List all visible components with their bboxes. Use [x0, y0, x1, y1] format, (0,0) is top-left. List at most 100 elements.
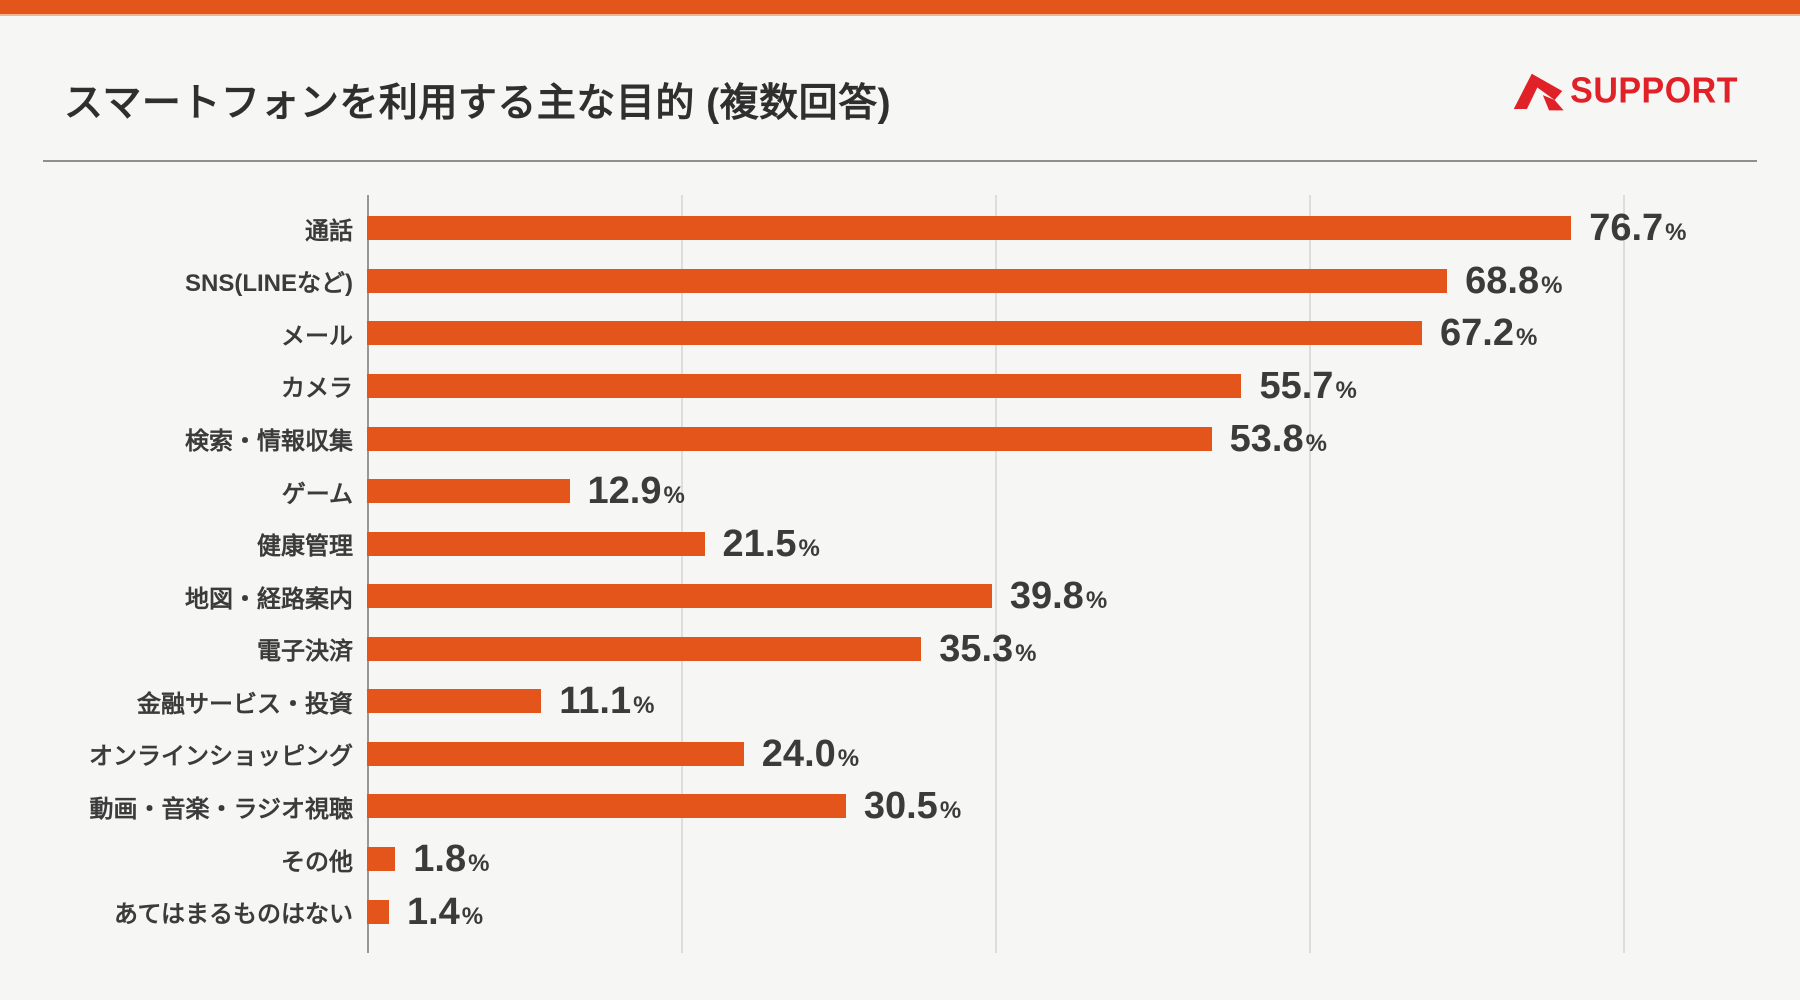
bar: [367, 426, 1212, 451]
percent-sign: %: [798, 534, 820, 562]
percent-sign: %: [633, 692, 655, 720]
category-label: あてはまるものはない: [113, 901, 353, 929]
percent-sign: %: [1305, 429, 1327, 457]
percent-sign: %: [461, 902, 484, 930]
gridline-60: [1309, 195, 1311, 953]
value-label: 11.1 %: [559, 682, 654, 720]
value-number: 24.0: [761, 732, 836, 775]
gridline-40: [995, 195, 997, 953]
percent-sign: %: [837, 744, 860, 772]
category-label: 地図・経路案内: [185, 585, 353, 613]
bar: [367, 373, 1242, 398]
category-label: 健康管理: [257, 533, 353, 561]
percent-sign: %: [1335, 376, 1357, 404]
bar: [367, 584, 992, 609]
value-label: 21.5 %: [723, 525, 820, 563]
category-label: 金融サービス・投資: [137, 690, 353, 718]
percent-sign: %: [1015, 639, 1037, 667]
percent-sign: %: [1516, 324, 1538, 352]
bar: [367, 321, 1423, 346]
rsupport-r-mark-icon: [1511, 69, 1565, 113]
value-label: 24.0 %: [762, 735, 859, 773]
value-label: 68.8 %: [1465, 262, 1562, 300]
bar-chart: 通話 76.7 % SNS(LINEなど) 68.8 % メール 67.2 %: [0, 202, 1800, 938]
bar-area: 24.0 %: [367, 728, 859, 781]
value-label: 1.4 %: [407, 893, 483, 931]
chart-row: 電子決済 35.3 %: [0, 623, 1800, 676]
chart-row: オンラインショッピング 24.0 %: [0, 728, 1800, 781]
page-title: スマートフォンを利用する主な目的 (複数回答): [64, 82, 892, 125]
bar-area: 67.2 %: [367, 307, 1537, 360]
bar-area: 55.7 %: [367, 360, 1357, 413]
percent-sign: %: [1541, 271, 1563, 299]
category-label: 検索・情報収集: [185, 428, 353, 456]
chart-row: カメラ 55.7 %: [0, 360, 1800, 413]
bar-area: 1.4 %: [367, 885, 483, 938]
category-label: 電子決済: [257, 638, 353, 666]
category-label: SNS(LINEなど): [185, 270, 353, 298]
chart-row: 地図・経路案内 39.8 %: [0, 570, 1800, 623]
value-label: 39.8 %: [1010, 577, 1107, 615]
percent-sign: %: [663, 482, 685, 510]
chart-row: その他 1.8 %: [0, 833, 1800, 886]
value-number: 35.3: [939, 627, 1014, 670]
bar-area: 68.8 %: [367, 255, 1562, 308]
percent-sign: %: [939, 797, 962, 825]
chart-row: 健康管理 21.5 %: [0, 517, 1800, 570]
value-label: 53.8 %: [1230, 420, 1327, 458]
value-number: 1.8: [413, 838, 467, 881]
chart-row: 検索・情報収集 53.8 %: [0, 412, 1800, 465]
bar-area: 1.8 %: [367, 833, 489, 886]
category-label: メール: [281, 322, 353, 350]
value-number: 53.8: [1229, 417, 1304, 460]
gridline-20: [681, 195, 683, 953]
bar: [367, 794, 846, 819]
chart-row: メール 67.2 %: [0, 307, 1800, 360]
bar: [367, 847, 396, 872]
category-label: ゲーム: [281, 480, 353, 508]
bar-area: 21.5 %: [367, 517, 820, 570]
bar-area: 30.5 %: [367, 780, 961, 833]
percent-sign: %: [468, 850, 490, 878]
bar-area: 39.8 %: [367, 570, 1107, 623]
chart-row: SNS(LINEなど) 68.8 %: [0, 255, 1800, 308]
chart-row: 通話 76.7 %: [0, 202, 1800, 255]
value-number: 76.7: [1589, 207, 1664, 250]
bar-area: 76.7 %: [367, 202, 1687, 255]
top-accent-banner: [0, 0, 1800, 16]
bar: [367, 531, 705, 556]
bar-area: 11.1 %: [367, 675, 654, 728]
percent-sign: %: [1665, 219, 1687, 247]
value-label: 67.2 %: [1440, 314, 1537, 352]
chart-row: 金融サービス・投資 11.1 %: [0, 675, 1800, 728]
chart-gridlines: [367, 195, 1625, 953]
value-number: 67.2: [1440, 312, 1514, 355]
title-divider-line: [43, 160, 1757, 162]
y-axis-line: [367, 195, 369, 953]
value-number: 30.5: [863, 785, 938, 828]
gridline-80: [1623, 195, 1625, 953]
bar: [367, 636, 922, 661]
bar: [367, 268, 1448, 293]
bar-area: 53.8 %: [367, 412, 1327, 465]
bar: [367, 741, 744, 766]
value-label: 35.3 %: [939, 630, 1036, 668]
bar: [367, 479, 570, 504]
value-number: 39.8: [1009, 575, 1084, 618]
value-label: 1.8 %: [413, 840, 489, 878]
bar: [367, 899, 389, 924]
value-label: 55.7 %: [1259, 367, 1356, 405]
chart-row: ゲーム 12.9 %: [0, 465, 1800, 518]
chart-row: あてはまるものはない 1.4 %: [0, 885, 1800, 938]
value-number: 21.5: [722, 522, 797, 565]
chart-row: 動画・音楽・ラジオ視聴 30.5 %: [0, 780, 1800, 833]
value-label: 30.5 %: [864, 787, 961, 825]
category-label: 通話: [305, 217, 353, 245]
bar: [367, 216, 1572, 241]
bar-area: 12.9 %: [367, 465, 685, 518]
rsupport-logo: SUPPORT: [1511, 68, 1738, 114]
value-number: 1.4: [406, 890, 460, 933]
rsupport-logo-text: SUPPORT: [1570, 71, 1738, 111]
category-label: オンラインショッピング: [89, 743, 353, 771]
bar-area: 35.3 %: [367, 623, 1037, 676]
